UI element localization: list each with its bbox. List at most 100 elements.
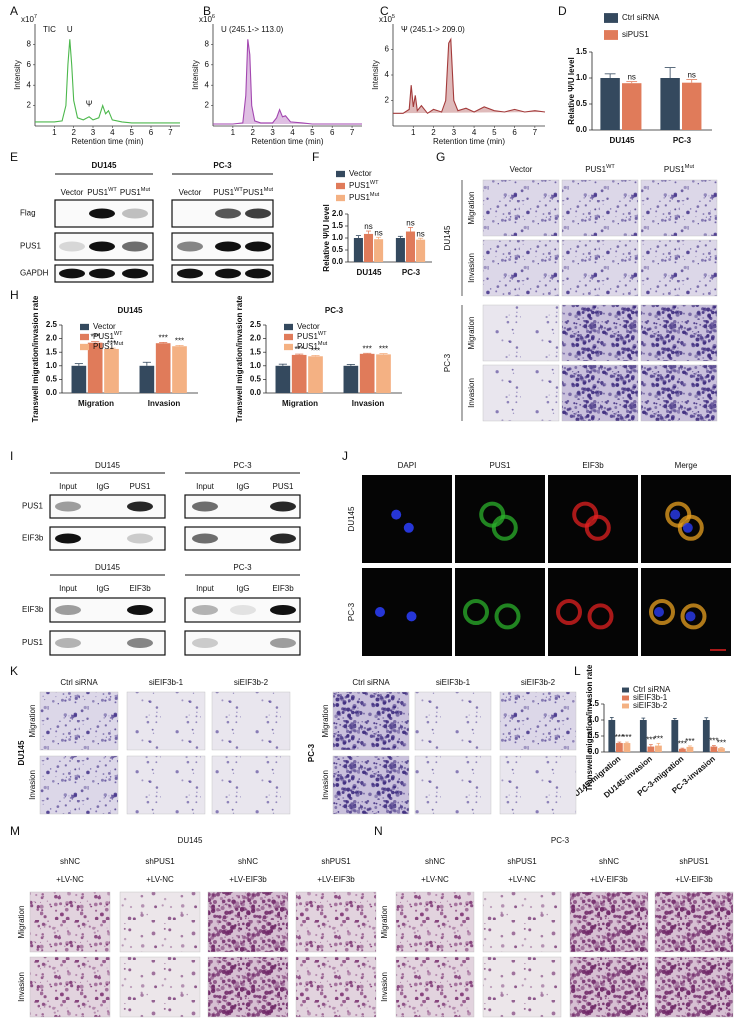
- blot-band: [192, 605, 218, 615]
- lane-label-base: PUS1: [243, 188, 264, 197]
- lane-label: Vector: [61, 188, 84, 197]
- legend-label: Vector: [349, 169, 372, 178]
- blot-band: [192, 533, 218, 544]
- x-axis-label: Retention time (min): [71, 137, 143, 146]
- scale-label-sup: 7: [34, 14, 37, 20]
- cell-body: [587, 603, 614, 630]
- panel-label: J: [342, 449, 348, 463]
- lane-label-sup: Mut: [264, 187, 274, 193]
- error-bar: [278, 363, 287, 366]
- micrograph: [39, 755, 119, 815]
- x-tick-label: 7: [168, 128, 173, 137]
- bar: [682, 82, 702, 130]
- bar: [363, 233, 374, 262]
- error-bar: [626, 81, 638, 84]
- legend-swatch: [284, 333, 293, 341]
- legend-label: PUS1Mut: [349, 192, 380, 202]
- column-label: shPUS1: [321, 857, 351, 866]
- bar: [416, 239, 426, 262]
- column-label: Vector: [510, 165, 533, 174]
- legend-label: siPUS1: [622, 30, 649, 39]
- error-bar: [664, 67, 676, 78]
- error-bar: [418, 237, 424, 240]
- cell-body: [677, 514, 704, 541]
- chart-title: DU145: [118, 306, 143, 315]
- blot-band: [55, 638, 81, 648]
- error-bar: [625, 741, 629, 744]
- y-tick-label: 2.0: [250, 334, 262, 343]
- bar: [291, 354, 307, 393]
- error-bar: [609, 717, 614, 720]
- legend-swatch: [80, 333, 89, 341]
- micrograph: [499, 691, 577, 751]
- blot-band: [127, 605, 153, 615]
- legend-label-base: PUS1: [349, 181, 370, 190]
- x-tick-label: 6: [512, 128, 517, 137]
- group-title: PC-3: [551, 836, 570, 845]
- significance-label: ***: [622, 733, 631, 742]
- bar: [600, 78, 620, 130]
- y-axis-label: Relative Ψ/U level: [322, 204, 331, 271]
- micrograph: [395, 891, 475, 953]
- column-label: PUS1Mut: [664, 164, 695, 174]
- column-label: shPUS1: [145, 857, 175, 866]
- panel-label: L: [574, 664, 581, 678]
- legend-label-base: Vector: [349, 169, 372, 178]
- nucleus: [654, 607, 664, 617]
- significance-label: ***: [646, 736, 655, 745]
- blot-band: [177, 268, 203, 279]
- panel-label: M: [10, 824, 20, 838]
- y-tick-label: 2: [27, 101, 32, 110]
- panel-label: F: [312, 150, 319, 164]
- significance-label: ***: [685, 737, 694, 746]
- y-tick-label: 4: [27, 80, 32, 89]
- blot-box: [184, 526, 301, 551]
- bar: [718, 748, 725, 752]
- legend-label: PUS1WT: [297, 331, 327, 341]
- legend-label: siEIF3b-1: [633, 693, 668, 702]
- blot-band: [127, 533, 153, 544]
- column-label: +LV-NC: [421, 875, 449, 884]
- column-label-base: PUS1: [585, 165, 606, 174]
- scale-label: x105: [379, 14, 395, 24]
- micrograph: [482, 891, 562, 953]
- panel-label: D: [558, 4, 567, 18]
- panel-label: H: [10, 288, 19, 302]
- lane-label: EIF3b: [272, 584, 294, 593]
- column-label: EIF3b: [582, 461, 604, 470]
- x-tick-label: 3: [452, 128, 457, 137]
- blot-band: [230, 605, 256, 615]
- trace: [393, 37, 546, 115]
- column-label: siEIF3b-1: [149, 678, 184, 687]
- error-bar: [719, 747, 724, 749]
- group-title: DU145: [95, 563, 120, 572]
- micrograph: [207, 956, 289, 1018]
- micrograph: [561, 364, 639, 422]
- x-tick-label: 3: [91, 128, 96, 137]
- row-label: Invasion: [17, 972, 26, 1002]
- lane-label: PUS1: [130, 482, 151, 491]
- lane-label-sup: WT: [234, 187, 243, 193]
- y-tick-label: 2: [205, 101, 210, 110]
- significance-label: ns: [406, 219, 414, 228]
- chart-title: TIC: [43, 25, 56, 34]
- blot-band: [89, 268, 115, 279]
- error-bar: [159, 342, 168, 344]
- error-bar: [604, 73, 616, 78]
- column-label-sup: WT: [606, 164, 615, 170]
- error-bar: [641, 717, 646, 720]
- chart-title: Ψ (245.1-> 209.0): [401, 25, 465, 34]
- y-axis-label: Transwell migration/invasion rate: [235, 295, 244, 422]
- y-tick-label: 4: [385, 70, 390, 79]
- significance-label: ns: [627, 73, 635, 82]
- group-title: DU145: [17, 740, 26, 765]
- legend-label-sup: WT: [114, 331, 123, 337]
- lane-label-base: PUS1: [120, 188, 141, 197]
- blot-band: [270, 638, 296, 648]
- micrograph: [482, 364, 560, 422]
- cell-body: [649, 599, 675, 625]
- row-label: DU145: [347, 506, 356, 531]
- bar: [655, 745, 662, 752]
- legend-label-base: siEIF3b-1: [633, 693, 668, 702]
- micrograph: [126, 755, 206, 815]
